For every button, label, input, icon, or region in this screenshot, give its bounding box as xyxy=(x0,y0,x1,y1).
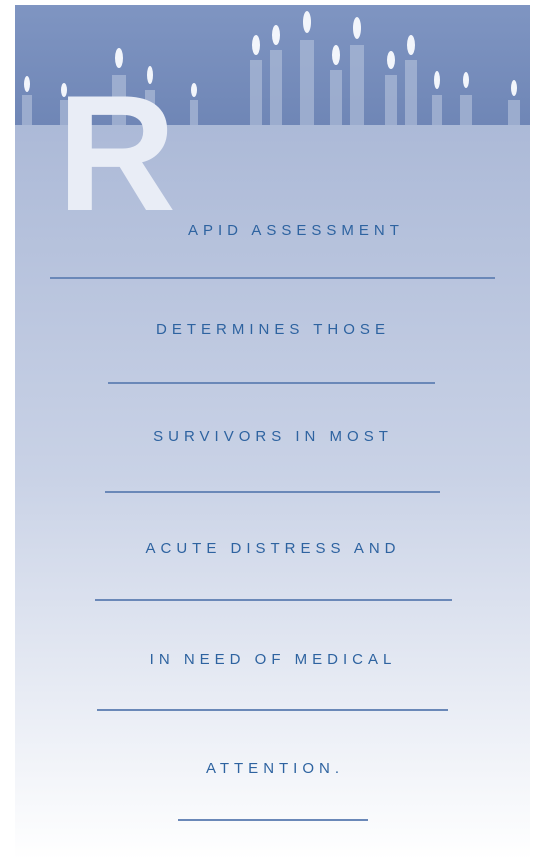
quote-line: ATTENTION. xyxy=(206,760,344,777)
quote-line: APID ASSESSMENT xyxy=(188,222,404,239)
pull-quote: R APID ASSESSMENT DETERMINES THOSE SURVI… xyxy=(0,0,547,860)
drop-cap: R xyxy=(57,61,176,245)
quote-line: ACUTE DISTRESS AND xyxy=(145,540,400,557)
quote-line: SURVIVORS IN MOST xyxy=(153,428,393,445)
quote-line: IN NEED OF MEDICAL xyxy=(150,651,397,668)
quote-line: DETERMINES THOSE xyxy=(156,321,390,338)
page: R APID ASSESSMENT DETERMINES THOSE SURVI… xyxy=(0,0,547,860)
